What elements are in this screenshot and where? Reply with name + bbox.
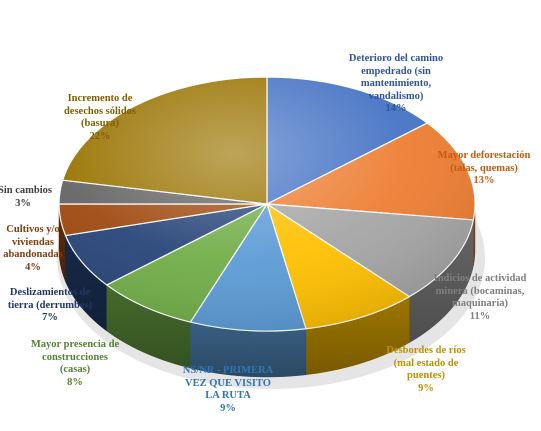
slice-label-line: Desbordes de ríos — [386, 345, 466, 356]
slice-label-line: minera (bocaminas, — [435, 285, 525, 297]
slice-label-1: Mayor deforestación (talas, quemas) 13% — [428, 150, 540, 188]
slice-label-line: Deslizamientos de — [9, 287, 91, 298]
slice-label-line: Deterioro del camino — [348, 53, 444, 64]
slice-label-line: viviendas — [11, 236, 54, 248]
slice-label-3: Desbordes de ríos (mal estado de puentes) 9… — [372, 345, 480, 395]
slice-percent: 4% — [25, 261, 41, 273]
slice-side-shade-2 — [409, 219, 474, 343]
slice-label-2: Indicios de actividad minera (bocaminas, m… — [420, 273, 540, 323]
slice-label-line: abandonadas — [3, 249, 63, 260]
slice-percent: 14% — [385, 103, 407, 114]
slice-label-line: maquinaria) — [451, 298, 508, 309]
slice-label-line: (mal estado de — [393, 357, 459, 369]
slice-side-shade-4 — [190, 322, 306, 377]
slice-label-line: (talas, quemas) — [450, 162, 518, 174]
slice-side-shade-7 — [59, 204, 66, 282]
slice-label-0: Deterioro del camino empedrado (sin manten… — [340, 53, 452, 116]
slice-label-line: construcciones — [42, 351, 108, 363]
slice-side-shade-3 — [305, 296, 410, 375]
slice-label-8: Sin cambios 3% — [0, 185, 52, 210]
slice-label-line: tierra (derrumbes) — [7, 299, 93, 311]
slice-side-shade-5 — [106, 284, 191, 369]
slice-percent: 13% — [473, 175, 495, 186]
slice-label-6: Deslizamientos de tierra (derrumbes) 7% — [0, 287, 102, 325]
slice-label-line: (casas) — [59, 364, 91, 375]
slice-label-line: desechos sólidos — [63, 105, 137, 117]
slice-label-4: NS/NR - PRIMERA VEZ QUE VISITO LA RUTA 9% — [168, 365, 288, 415]
slice-label-line: LA RUTA — [205, 390, 251, 401]
slice-side-shade-6 — [65, 235, 107, 331]
slice-label-line: puentes) — [407, 370, 445, 381]
slice-label-5: Mayor presencia de construcciones (casas) 8… — [14, 339, 136, 389]
slice-label-line: VEZ QUE VISITO — [185, 377, 271, 389]
slice-label-line: (basura) — [81, 118, 119, 129]
pie-highlight — [59, 77, 475, 331]
slice-label-line: vandalismo) — [368, 90, 424, 102]
slice-label-line: Sin cambios — [0, 185, 52, 196]
slice-percent: 11% — [469, 310, 491, 322]
slice-label-line: mantenimiento, — [360, 78, 432, 89]
slice-percent: 9% — [418, 382, 434, 394]
slice-label-line: Mayor deforestación — [437, 150, 531, 161]
slice-percent: 3% — [15, 197, 31, 209]
slice-percent: 8% — [67, 376, 83, 388]
slice-label-7: Cultivos y/o viviendas abandonadas 4% — [0, 224, 68, 274]
slice-label-line: Cultivos y/o — [6, 224, 60, 235]
slice-label-line: Mayor presencia de — [30, 339, 120, 350]
slice-label-line: Indicios de actividad — [433, 273, 527, 284]
slice-label-line: empedrado (sin — [361, 65, 431, 77]
slice-percent: 7% — [42, 312, 58, 323]
slice-percent: 9% — [220, 402, 236, 414]
slice-percent: 22% — [89, 130, 111, 142]
slice-label-9: Incremento de desechos sólidos (basura) 22% — [45, 93, 155, 143]
slice-label-line: NS/NR - PRIMERA — [182, 365, 274, 376]
slice-label-line: Incremento de — [67, 93, 133, 104]
pie-shine — [59, 77, 475, 331]
